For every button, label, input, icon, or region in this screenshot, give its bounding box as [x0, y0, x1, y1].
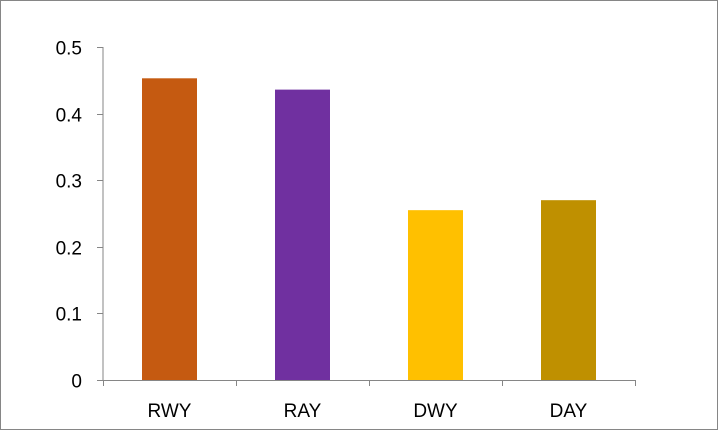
x-axis: RWY RAY DWY DAY	[97, 380, 636, 419]
y-tick-label: 0.3	[56, 172, 82, 193]
bars	[142, 78, 596, 381]
x-category-label: RAY	[284, 401, 322, 419]
bar-rwy	[142, 78, 197, 380]
bar-chart: 0 0.1 0.2 0.3 0.4 0.5 RWY RAY DWY DAY	[56, 39, 636, 419]
x-category-label: DAY	[550, 401, 588, 419]
bar-day	[541, 200, 596, 380]
bar-ray	[275, 89, 330, 381]
x-category-label: DWY	[413, 401, 458, 419]
y-axis: 0 0.1 0.2 0.3 0.4 0.5	[56, 39, 104, 393]
y-tick-label: 0.5	[56, 39, 82, 60]
y-tick-label: 0.2	[56, 239, 82, 260]
y-tick-label: 0	[71, 372, 82, 393]
bar-dwy	[408, 210, 463, 380]
y-tick-label: 0.4	[56, 106, 83, 127]
x-category-label: RWY	[148, 401, 192, 419]
y-tick-label: 0.1	[56, 305, 82, 326]
